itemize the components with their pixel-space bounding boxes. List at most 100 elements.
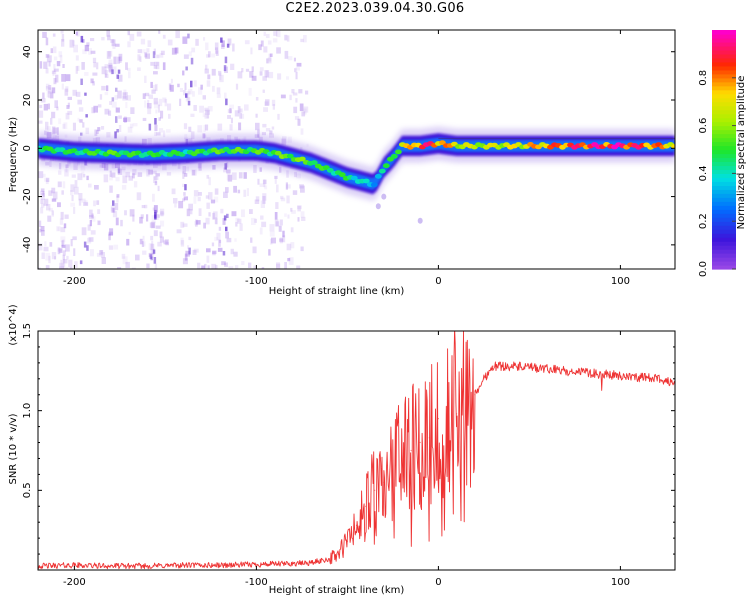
colorbar-swatch [712,101,736,107]
heatmap-noise-speck [61,244,66,248]
heatmap-noise-speck [225,187,229,193]
heatmap-noise-speck [182,36,188,44]
heatmap-noise-speck [174,47,179,54]
heatmap-noise-speck [148,123,152,131]
heatmap-noise-speck [48,85,52,90]
heatmap-noise-speck [81,227,87,236]
heatmap-noise-speck [48,207,53,212]
heatmap-noise-speck [179,98,182,106]
ridge-point [374,173,382,179]
heatmap-noise-speck [46,90,50,98]
heatmap-noise-speck [150,61,156,66]
heatmap-noise-speck [101,37,105,41]
heatmap-noise-speck [73,186,79,195]
colorbar-swatch [712,197,736,202]
heatmap-noise-speck [61,190,64,195]
heatmap-noise-speck [83,202,89,206]
heatmap-noise-speck [132,123,138,127]
heatmap-noise-speck [154,181,158,186]
heatmap-noise-speck [63,223,67,229]
heatmap-noise-speck [117,74,123,82]
snr-point [483,378,485,380]
colorbar-swatch [712,30,736,35]
heatmap-noise-speck [188,247,191,255]
colorbar-swatch [712,137,736,143]
heatmap-noise-speck [128,71,131,79]
heatmap-noise-speck [99,250,103,256]
heatmap-noise-speck [198,208,202,216]
heatmap-noise-speck [278,225,282,232]
heatmap-noise-speck [185,66,188,71]
heatmap-noise-speck [152,51,156,59]
heatmap-noise-speck [223,215,227,221]
heatmap-noise-speck [152,84,157,91]
heatmap-noise-speck [212,85,215,92]
colorbar-swatch [712,73,736,79]
heatmap-noise-speck [67,110,73,115]
heatmap-noise-speck [265,128,271,132]
heatmap-noise-speck [195,219,198,227]
heatmap-noise-speck [208,177,211,186]
heatmap-noise-speck [121,184,127,190]
colorbar-swatch [712,69,736,75]
heatmap-noise-speck [91,216,96,222]
heatmap-noise-speck [129,209,135,217]
heatmap-noise-speck [90,230,96,235]
heatmap-noise-speck [61,83,64,90]
heatmap-noise-speck [131,267,136,269]
heatmap-noise-speck [144,52,148,58]
heatmap-noise-speck [57,202,61,208]
snr-point [383,481,385,483]
heatmap-noise-speck [151,89,156,94]
colorbar-swatch [712,217,736,222]
heatmap-noise-speck [183,90,186,96]
heatmap-noise-speck [115,107,120,113]
heatmap-noise-speck [153,48,156,55]
heatmap-noise-speck [221,44,225,49]
heatmap-noise-speck [45,265,50,269]
colorbar-swatch [712,117,736,123]
heatmap-noise-speck [158,98,163,107]
heatmap-noise-speck [46,55,52,63]
heatmap-noise-speck [38,120,43,124]
heatmap-noise-speck [92,72,98,76]
heatmap-noise-speck [142,93,146,99]
heatmap-noise-speck [51,198,57,202]
heatmap-noise-speck [292,190,298,195]
heatmap-noise-speck [109,174,113,181]
heatmap-noise-speck [111,69,114,75]
heatmap-noise-speck [104,73,107,78]
heatmap-noise-speck [112,211,118,218]
heatmap-noise-speck [65,112,70,120]
ridge-point [286,153,294,159]
heatmap-noise-speck [215,218,218,225]
heatmap-noise-speck [264,70,270,78]
heatmap-noise-speck [218,226,222,231]
heatmap-noise-speck [58,118,62,125]
heatmap-noise-speck [108,69,112,73]
heatmap-noise-speck [47,103,50,110]
heatmap-noise-speck [112,200,115,206]
heatmap-noise-speck [147,100,150,107]
heatmap-noise-speck [249,209,253,214]
heatmap-noise-speck [137,49,142,54]
heatmap-noise-speck [101,252,105,258]
heatmap-noise-speck [162,34,166,39]
colorbar-swatch [712,53,736,59]
heatmap-noise-speck [276,262,280,268]
heatmap-noise-speck [276,263,281,269]
heatmap-noise-speck [112,43,116,49]
heatmap-noise-speck [81,171,85,178]
heatmap-noise-speck [204,107,209,112]
heatmap-noise-speck [227,109,232,113]
heatmap-noise-speck [68,259,73,268]
heatmap-noise-speck [230,63,235,70]
heatmap-noise-speck [61,240,64,247]
heatmap-noise-speck [94,129,98,136]
heatmap-noise-speck [203,124,206,132]
heatmap-noise-speck [140,214,144,219]
colorbar-swatch [712,265,736,270]
heatmap-noise-speck [82,49,87,55]
heatmap-noise-speck [111,97,115,102]
heatmap-noise-speck [231,211,237,217]
